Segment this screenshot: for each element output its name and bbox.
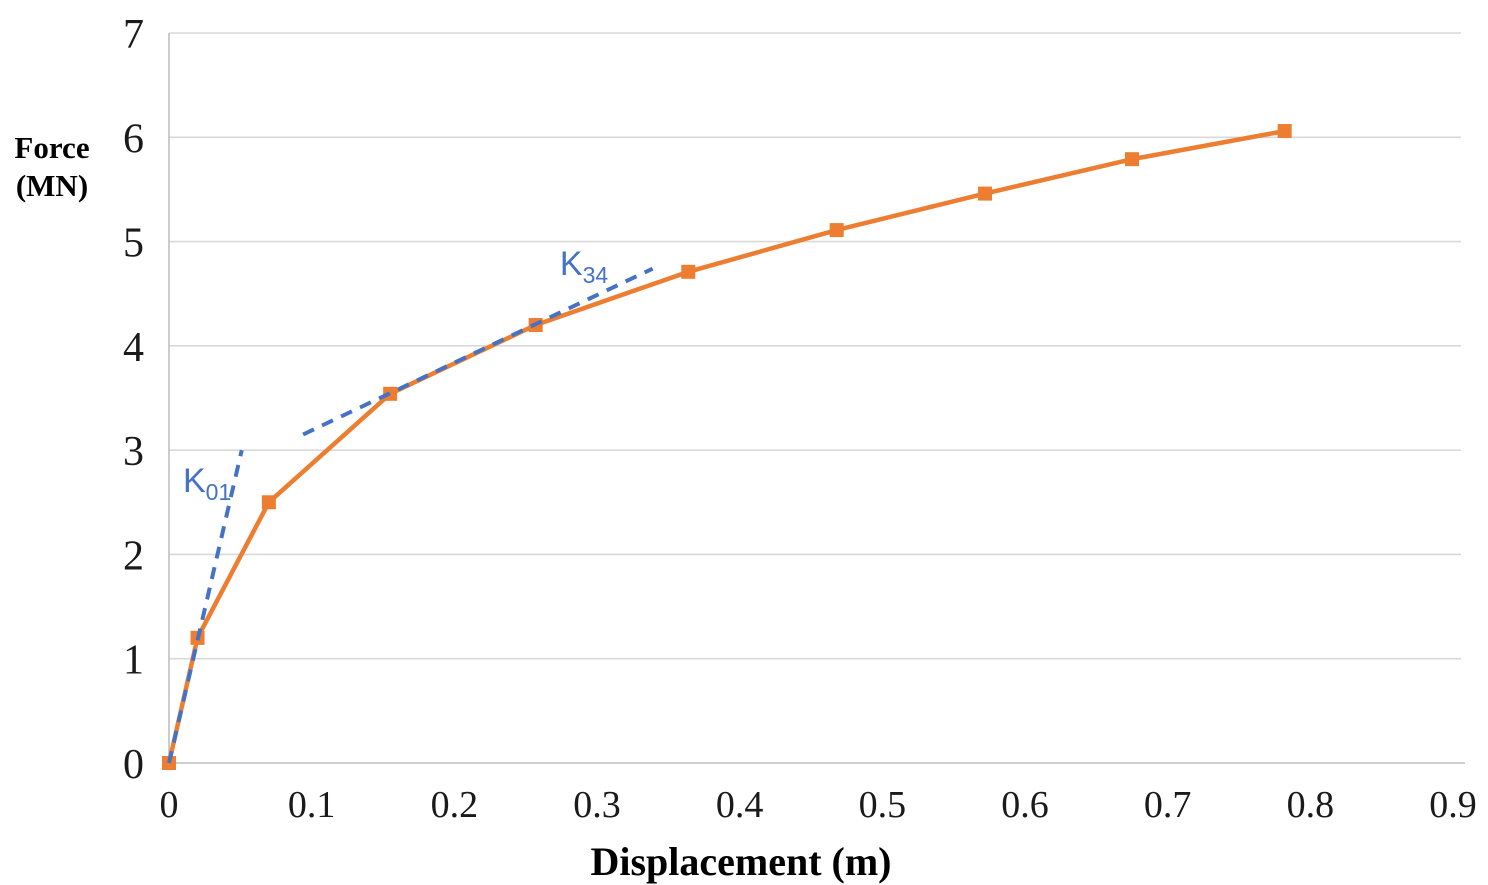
y-tick-label: 6 <box>123 116 144 162</box>
x-tick-label: 0 <box>160 784 179 826</box>
data-point-marker <box>261 495 276 510</box>
data-point-marker <box>383 386 398 401</box>
x-tick-label: 0.5 <box>859 784 907 826</box>
x-axis-title: Displacement (m) <box>590 839 891 884</box>
data-point-marker <box>829 223 844 238</box>
data-point-marker <box>681 264 696 279</box>
y-tick-label: 7 <box>123 12 144 58</box>
gridlines <box>169 32 1461 660</box>
y-tick-label: 1 <box>123 638 144 684</box>
y-axis-title-line1: Force <box>14 130 89 165</box>
x-tick-label: 0.7 <box>1144 784 1192 826</box>
x-tick-labels: 0 0.1 0.2 0.3 0.4 0.5 0.6 0.7 0.8 0.9 <box>160 784 1477 826</box>
y-tick-label: 3 <box>123 429 144 475</box>
data-series <box>162 124 1292 770</box>
stiffness-label-K01: K01 <box>183 462 231 505</box>
x-tick-label: 0.6 <box>1001 784 1049 826</box>
K34-secant-stiffness-line <box>302 266 654 437</box>
force-displacement-curve <box>166 128 1286 764</box>
x-tick-label: 0.9 <box>1429 784 1477 826</box>
x-tick-label: 0.1 <box>288 784 336 826</box>
x-tick-label: 0.8 <box>1287 784 1335 826</box>
y-tick-labels: 0 1 2 3 4 5 6 7 <box>123 12 144 788</box>
x-tick-label: 0.3 <box>573 784 621 826</box>
x-tick-label: 0.4 <box>716 784 764 826</box>
y-tick-label: 5 <box>123 221 144 267</box>
stiffness-label-K34: K34 <box>560 245 608 288</box>
data-point-marker <box>1277 124 1292 139</box>
y-tick-label: 4 <box>123 325 144 371</box>
stiffness-annotations: K01 K34 <box>183 245 608 505</box>
y-tick-label: 0 <box>123 742 144 788</box>
x-tick-label: 0.2 <box>431 784 479 826</box>
y-axis-title-line2: (MN) <box>16 168 88 203</box>
data-point-marker <box>978 186 993 201</box>
data-point-marker <box>1125 152 1139 167</box>
K01-initial-stiffness-line <box>167 449 244 764</box>
y-tick-label: 2 <box>123 533 144 579</box>
